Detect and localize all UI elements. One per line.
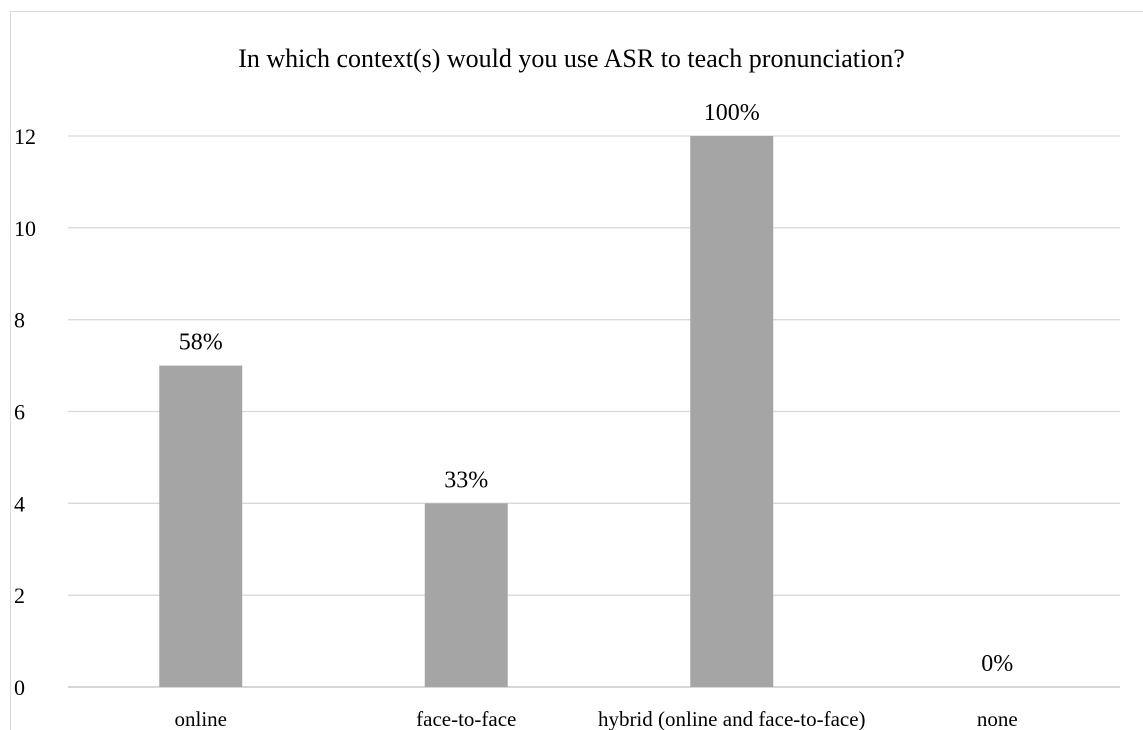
- x-category-label: none: [977, 707, 1018, 730]
- bars: [159, 136, 774, 687]
- y-axis-ticks: 0 2 4 6 8 10 12: [14, 124, 36, 700]
- y-tick-label: 10: [14, 216, 36, 241]
- chart-frame: [10, 11, 1143, 730]
- data-label: 100%: [704, 100, 760, 126]
- y-tick-label: 6: [14, 400, 25, 425]
- data-label: 58%: [179, 330, 223, 356]
- bar: [690, 136, 774, 687]
- y-tick-label: 4: [14, 491, 25, 516]
- x-category-label: face-to-face: [416, 707, 516, 730]
- x-axis-categories: online face-to-face hybrid (online and fac…: [175, 707, 1018, 730]
- bar: [424, 503, 508, 687]
- gridlines: [68, 135, 1120, 688]
- x-category-label: hybrid (online and face-to-face): [598, 707, 866, 730]
- y-tick-label: 2: [14, 583, 25, 608]
- y-tick-label: 12: [14, 124, 36, 149]
- bar: [159, 365, 243, 687]
- y-tick-label: 8: [14, 308, 25, 333]
- data-label: 33%: [444, 467, 488, 493]
- data-labels: 58% 33% 100% 0%: [179, 100, 1014, 677]
- data-label: 0%: [981, 651, 1013, 677]
- chart-title: In which context(s) would you use ASR to…: [238, 44, 905, 73]
- y-tick-label: 0: [14, 675, 25, 700]
- x-category-label: online: [175, 707, 228, 730]
